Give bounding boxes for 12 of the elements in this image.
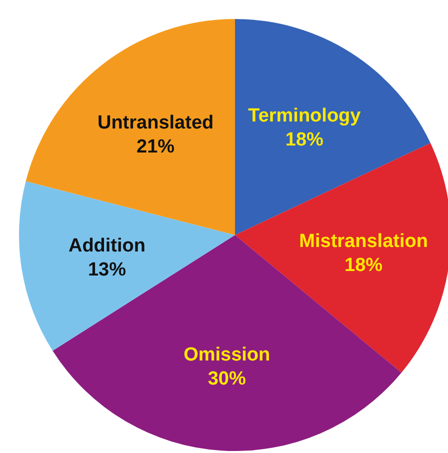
data-label: 18% xyxy=(285,130,324,151)
data-label: 30% xyxy=(208,368,246,390)
slice-label: Addition xyxy=(68,235,146,256)
data-label: 18% xyxy=(344,255,383,276)
slice-label: Omission xyxy=(184,344,270,366)
pie-slice xyxy=(235,19,430,235)
slice-label: Untranslated xyxy=(97,112,214,134)
data-label: 21% xyxy=(136,136,175,158)
slice-label: Mistranslation xyxy=(299,231,428,252)
data-label: 13% xyxy=(88,259,126,280)
pie-slice xyxy=(26,19,235,235)
slice-label: Terminology xyxy=(248,106,362,127)
